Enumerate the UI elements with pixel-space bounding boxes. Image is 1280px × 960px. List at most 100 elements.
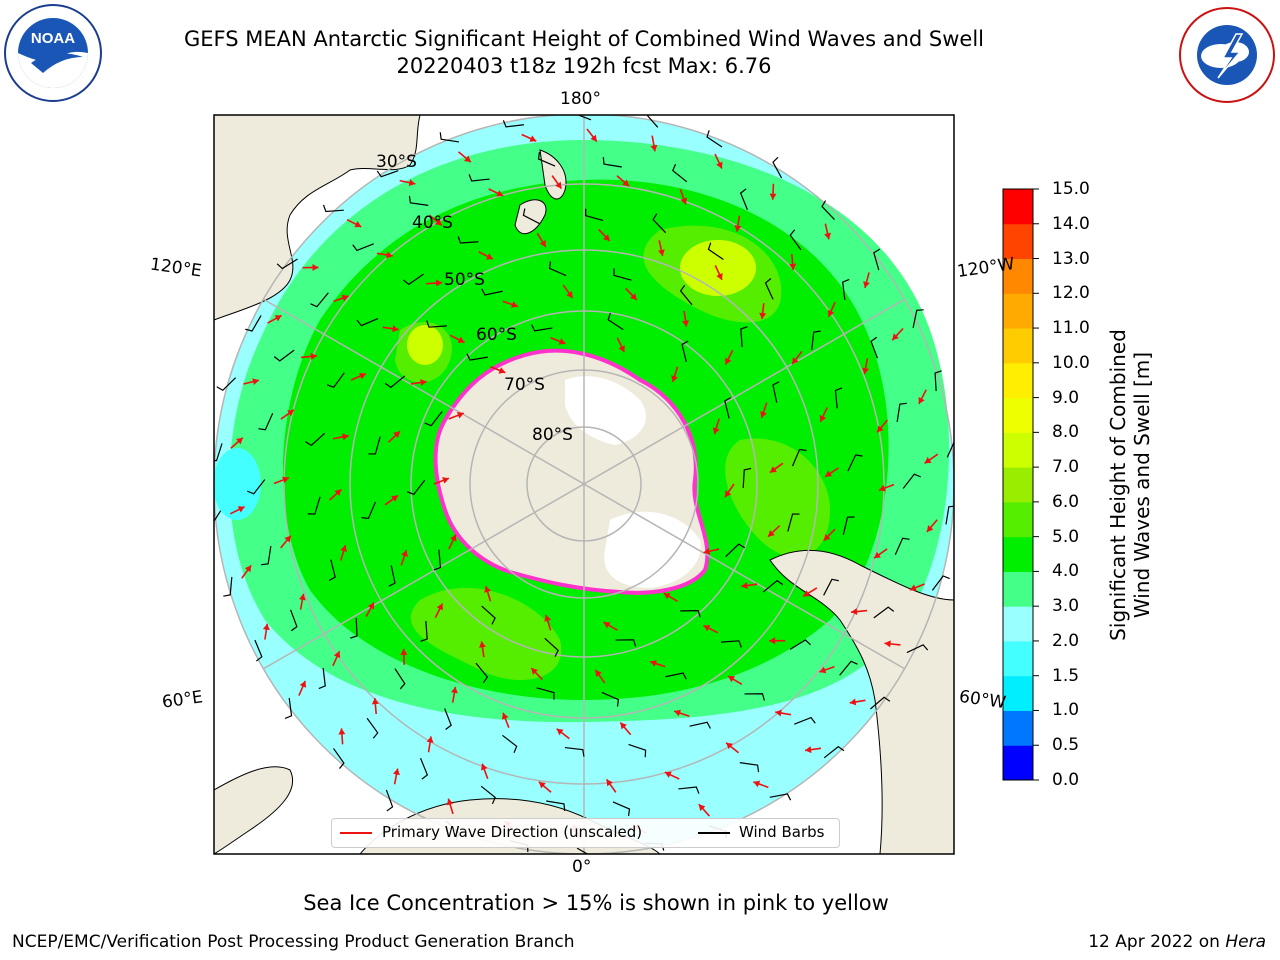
wind-barb — [789, 229, 802, 251]
wave-direction-arrow — [616, 337, 626, 353]
wind-barb — [537, 151, 556, 167]
legend-barb-swatch — [698, 832, 730, 834]
wave-direction-arrow — [241, 564, 252, 579]
wind-barb — [245, 315, 262, 332]
wave-direction-arrow — [849, 698, 866, 706]
wave-direction-arrow — [530, 667, 543, 681]
wave-direction-arrow — [280, 535, 292, 549]
wind-barb — [394, 668, 406, 690]
wave-direction-arrow — [586, 128, 598, 143]
wind-barb — [794, 716, 816, 725]
wind-barb — [384, 375, 406, 389]
land-south-america — [769, 549, 954, 854]
wave-direction-arrow — [384, 494, 399, 506]
colorbar-tick-label: 10.0 — [1052, 352, 1090, 373]
wind-barb — [439, 132, 460, 143]
colorbar-segment — [1003, 397, 1033, 433]
colorbar-tick-label: 4.0 — [1052, 561, 1080, 582]
wave-direction-arrow — [371, 698, 379, 715]
wave-direction-arrow — [926, 519, 938, 533]
wave-direction-arrow — [488, 188, 504, 197]
wave-direction-arrow — [753, 780, 769, 789]
wave-direction-arrow — [273, 476, 290, 485]
wind-barb — [912, 309, 924, 329]
wave-direction-arrow — [376, 251, 393, 259]
wave-direction-arrow — [791, 350, 803, 365]
wind-barb — [361, 501, 377, 520]
colorbar-segment — [1003, 501, 1033, 538]
wave-direction-arrow — [448, 412, 465, 420]
wave-direction-arrow — [663, 592, 678, 602]
lat-label-80s: 80°S — [532, 425, 573, 445]
wave-direction-arrow — [819, 407, 828, 423]
wave-direction-arrow — [338, 728, 346, 745]
wind-barb — [689, 721, 711, 729]
wave-direction-arrow — [298, 593, 306, 610]
wind-barb — [680, 610, 701, 618]
lon-label-180: 180° — [560, 89, 601, 109]
wave-direction-arrow — [703, 624, 719, 634]
wind-barb — [744, 693, 765, 701]
wave-direction-arrow — [538, 781, 552, 793]
wave-direction-arrow — [909, 583, 925, 592]
wave-direction-arrow — [850, 608, 868, 616]
colorbar-segment — [1003, 571, 1033, 607]
wave-direction-arrow — [698, 803, 711, 817]
colorbar-tick-label: 1.5 — [1052, 665, 1080, 686]
wave-direction-arrow — [712, 418, 720, 435]
wind-barb — [615, 639, 637, 647]
wind-barb — [531, 324, 553, 332]
wave-direction-arrow — [350, 372, 367, 381]
wave-direction-arrow — [426, 736, 434, 753]
wind-barb — [424, 411, 443, 427]
wind-barb — [475, 662, 489, 684]
wind-barb — [870, 696, 891, 710]
wind-barb — [902, 473, 921, 489]
legend-barb-label: Wind Barbs — [739, 823, 825, 841]
wind-barb — [646, 115, 659, 128]
wind-barb — [847, 454, 863, 472]
wind-barb — [834, 387, 843, 409]
wave-direction-arrow — [873, 548, 888, 559]
colorbar-tick-label: 3.0 — [1052, 596, 1080, 617]
wind-barb — [821, 200, 835, 220]
wind-barb — [772, 381, 780, 403]
wind-barb — [502, 120, 524, 128]
colorbar-tick-label: 13.0 — [1052, 248, 1090, 269]
wind-barb — [444, 708, 452, 730]
wave-direction-arrow — [616, 175, 630, 187]
wave-direction-arrow — [775, 709, 792, 717]
wind-barb — [223, 576, 233, 597]
wind-barb — [823, 578, 839, 596]
wave-direction-arrow — [243, 378, 260, 386]
wind-barb — [931, 575, 950, 591]
wind-barb — [602, 157, 622, 168]
wind-barb — [481, 288, 503, 296]
nws-logo — [1178, 6, 1276, 104]
wave-direction-arrow — [433, 477, 450, 485]
wind-barb — [352, 243, 374, 252]
wave-direction-arrow — [727, 675, 743, 685]
wave-direction-arrow — [387, 430, 401, 443]
colorbar-tick-label: 12.0 — [1052, 283, 1090, 304]
wave-direction-arrow — [400, 648, 408, 665]
wind-barb — [376, 170, 399, 178]
colorbar-tick-label: 0.5 — [1052, 735, 1080, 756]
wind-barb — [772, 156, 783, 179]
wind-barb — [678, 786, 700, 794]
wind-barb — [742, 467, 752, 488]
wave-direction-arrow — [802, 587, 818, 598]
wave-direction-arrow — [449, 334, 465, 344]
wind-barb — [216, 377, 237, 392]
ice-shelf-ross — [565, 376, 646, 445]
wave-direction-arrow — [863, 272, 870, 289]
wind-barb — [628, 743, 647, 758]
wave-direction-arrow — [891, 327, 904, 341]
wind-barb — [894, 537, 910, 555]
wind-barb — [402, 273, 424, 286]
wind-barb — [247, 479, 266, 495]
wave-direction-arrow — [458, 151, 472, 163]
colorbar-label-line2: Wind Waves and Swell [m] — [1130, 351, 1154, 619]
wind-barb — [536, 687, 555, 700]
